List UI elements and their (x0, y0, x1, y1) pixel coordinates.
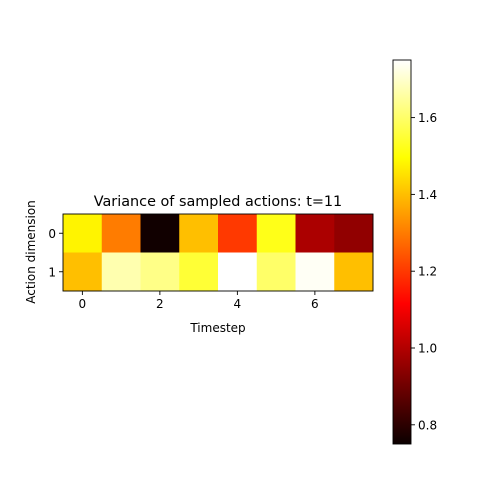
x-tick-label: 4 (234, 297, 242, 311)
x-tick-label: 0 (79, 297, 87, 311)
colorbar-ticks: 0.8 1.0 1.2 1.4 1.6 (411, 111, 437, 432)
heatmap-cell (218, 252, 258, 292)
x-axis-label: Timestep (189, 321, 245, 335)
heatmap-cell (101, 252, 141, 292)
heatmap-cell (295, 252, 335, 292)
heatmap-cell (334, 252, 374, 292)
x-axis-ticks: 0 2 4 6 (79, 291, 319, 311)
heatmap-cell (179, 252, 219, 292)
y-axis-ticks: 01 (48, 227, 63, 279)
x-tick-label: 6 (311, 297, 319, 311)
heatmap-cell (179, 214, 219, 253)
heatmap-cell (140, 214, 180, 253)
colorbar-tick-label: 0.8 (418, 418, 437, 432)
heatmap-cells (63, 214, 374, 292)
y-axis-label: Action dimension (24, 200, 38, 304)
plot-frame (62, 213, 374, 292)
x-tick-label: 2 (156, 297, 164, 311)
heatmap-cell (63, 214, 103, 253)
y-tick-label: 1 (48, 265, 56, 279)
colorbar-tick-label: 1.2 (418, 265, 437, 279)
heatmap-cell (334, 214, 374, 253)
heatmap-cell (256, 252, 296, 292)
chart-title: Variance of sampled actions: t=11 (94, 194, 342, 210)
heatmap-cell (295, 214, 335, 253)
colorbar-tick-label: 1.4 (418, 188, 437, 202)
colorbar-tick-label: 1.6 (418, 111, 437, 125)
colorbar-tick-label: 1.0 (418, 342, 437, 356)
heatmap-cell (140, 252, 180, 292)
heatmap-cell (63, 252, 103, 292)
heatmap-cell (101, 214, 141, 253)
y-tick-label: 0 (48, 227, 56, 241)
heatmap-cell (218, 214, 258, 253)
heatmap-cell (256, 214, 296, 253)
colorbar (392, 59, 412, 445)
